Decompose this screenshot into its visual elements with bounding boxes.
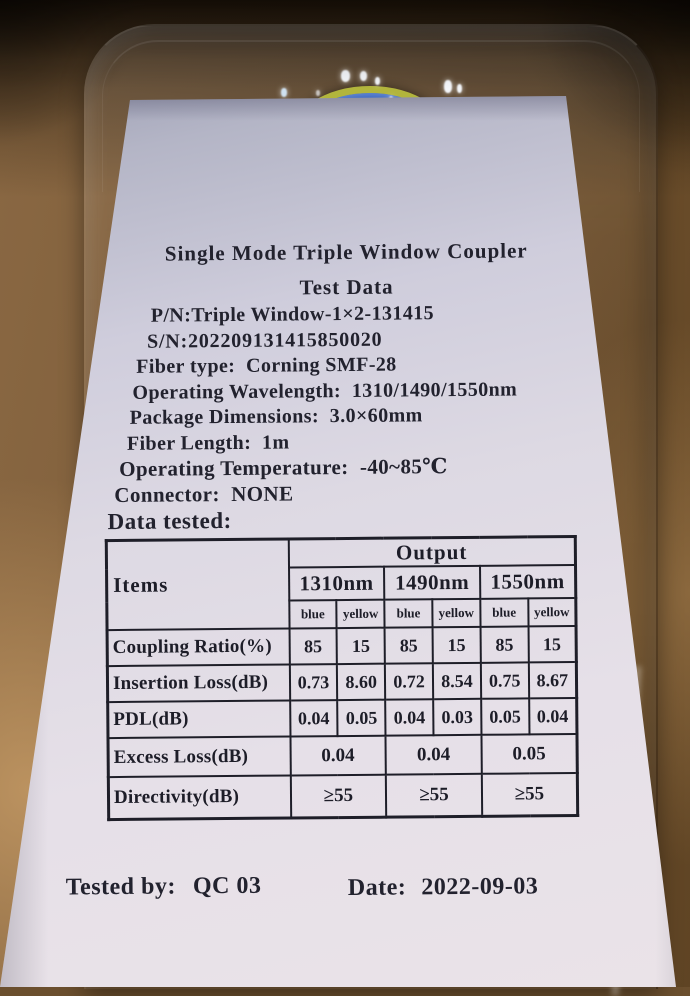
- tested-by-line: Tested by: QC 03: [66, 873, 262, 902]
- table-row: Coupling Ratio(%) 85 15 85 15 85 15: [107, 625, 577, 667]
- table-cell: 0.04: [528, 697, 577, 735]
- spec-line-connector: Connector: NONE: [114, 480, 294, 507]
- table-cell: 15: [528, 625, 577, 663]
- glint-highlight: [316, 90, 320, 96]
- table-cell: 15: [432, 626, 481, 664]
- data-tested-label: Data tested:: [107, 507, 232, 535]
- date-line: Date: 2022-09-03: [348, 873, 539, 902]
- table-cell: 0.04: [289, 735, 386, 776]
- table-subheader-port: blue: [384, 599, 433, 628]
- glint-highlight: [360, 71, 367, 81]
- table-cell: 0.05: [337, 699, 386, 737]
- sheet-title: Single Mode Triple Window Coupler: [164, 238, 528, 266]
- table-cell: 85: [289, 628, 338, 665]
- table-cell: 8.67: [528, 661, 577, 699]
- table-subheader-port: blue: [288, 600, 337, 629]
- glint-highlight: [457, 84, 462, 93]
- table-cell: 0.03: [433, 698, 482, 736]
- table-header-1490nm: 1490nm: [384, 565, 481, 600]
- glint-highlight: [444, 80, 452, 93]
- glint-highlight: [281, 88, 287, 97]
- table-header-output: Output: [288, 536, 576, 568]
- table-subheader-port: yellow: [527, 597, 577, 627]
- table-cell: 0.72: [385, 663, 434, 700]
- row-label-directivity: Directivity(dB): [108, 775, 291, 820]
- table-subheader-port: yellow: [336, 599, 385, 629]
- table-cell: ≥55: [481, 772, 578, 817]
- table-cell: 8.60: [337, 663, 386, 701]
- table-cell: 0.05: [480, 698, 530, 735]
- table-row: Directivity(dB) ≥55 ≥55 ≥55: [108, 772, 578, 820]
- row-label-insertion-loss: Insertion Loss(dB): [107, 664, 290, 703]
- blister-inner-edge: [102, 40, 640, 192]
- table-cell: 0.04: [289, 700, 338, 737]
- table-cell: 8.54: [432, 662, 481, 700]
- test-data-table: Items Output 1310nm 1490nm 1550nm blue y…: [104, 534, 580, 822]
- table-cell: 0.75: [480, 662, 529, 699]
- table-cell: 0.04: [385, 699, 434, 736]
- table-cell: 0.04: [385, 734, 482, 775]
- tested-by-value: QC 03: [192, 872, 262, 900]
- table-cell: 0.73: [289, 664, 338, 701]
- table-header-1550nm: 1550nm: [479, 564, 576, 599]
- date-label: Date:: [347, 874, 407, 901]
- row-label-excess-loss: Excess Loss(dB): [107, 736, 291, 778]
- sheet-subtitle: Test Data: [299, 274, 394, 300]
- table-header-1310nm: 1310nm: [288, 566, 385, 601]
- glint-highlight: [341, 70, 350, 82]
- spec-list: P/N:Triple Window-1×2-131415 S/N:2022091…: [0, 299, 676, 509]
- table-cell: 0.05: [481, 733, 578, 774]
- table-subheader-port: blue: [480, 598, 529, 627]
- table-cell: ≥55: [290, 774, 387, 818]
- row-label-pdl: PDL(dB): [107, 700, 290, 739]
- table-row: Items Output: [106, 536, 576, 631]
- tested-by-label: Tested by:: [65, 873, 177, 901]
- table-header-items: Items: [106, 538, 290, 631]
- table-subheader-port: yellow: [432, 598, 481, 628]
- table-row: PDL(dB) 0.04 0.05 0.04 0.03 0.05 0.04: [107, 697, 577, 739]
- table-row: Excess Loss(dB) 0.04 0.04 0.05: [107, 733, 578, 778]
- table-cell: 15: [336, 627, 386, 665]
- table-cell: 85: [480, 626, 529, 663]
- test-data-table-wrapper: Items Output 1310nm 1490nm 1550nm blue y…: [104, 534, 580, 822]
- glint-highlight: [375, 77, 380, 85]
- date-value: 2022-09-03: [421, 873, 539, 901]
- table-cell: ≥55: [385, 773, 483, 818]
- table-row: Insertion Loss(dB) 0.73 8.60 0.72 8.54 0…: [107, 661, 577, 703]
- row-label-coupling-ratio: Coupling Ratio(%): [107, 628, 290, 667]
- table-cell: 85: [384, 627, 433, 664]
